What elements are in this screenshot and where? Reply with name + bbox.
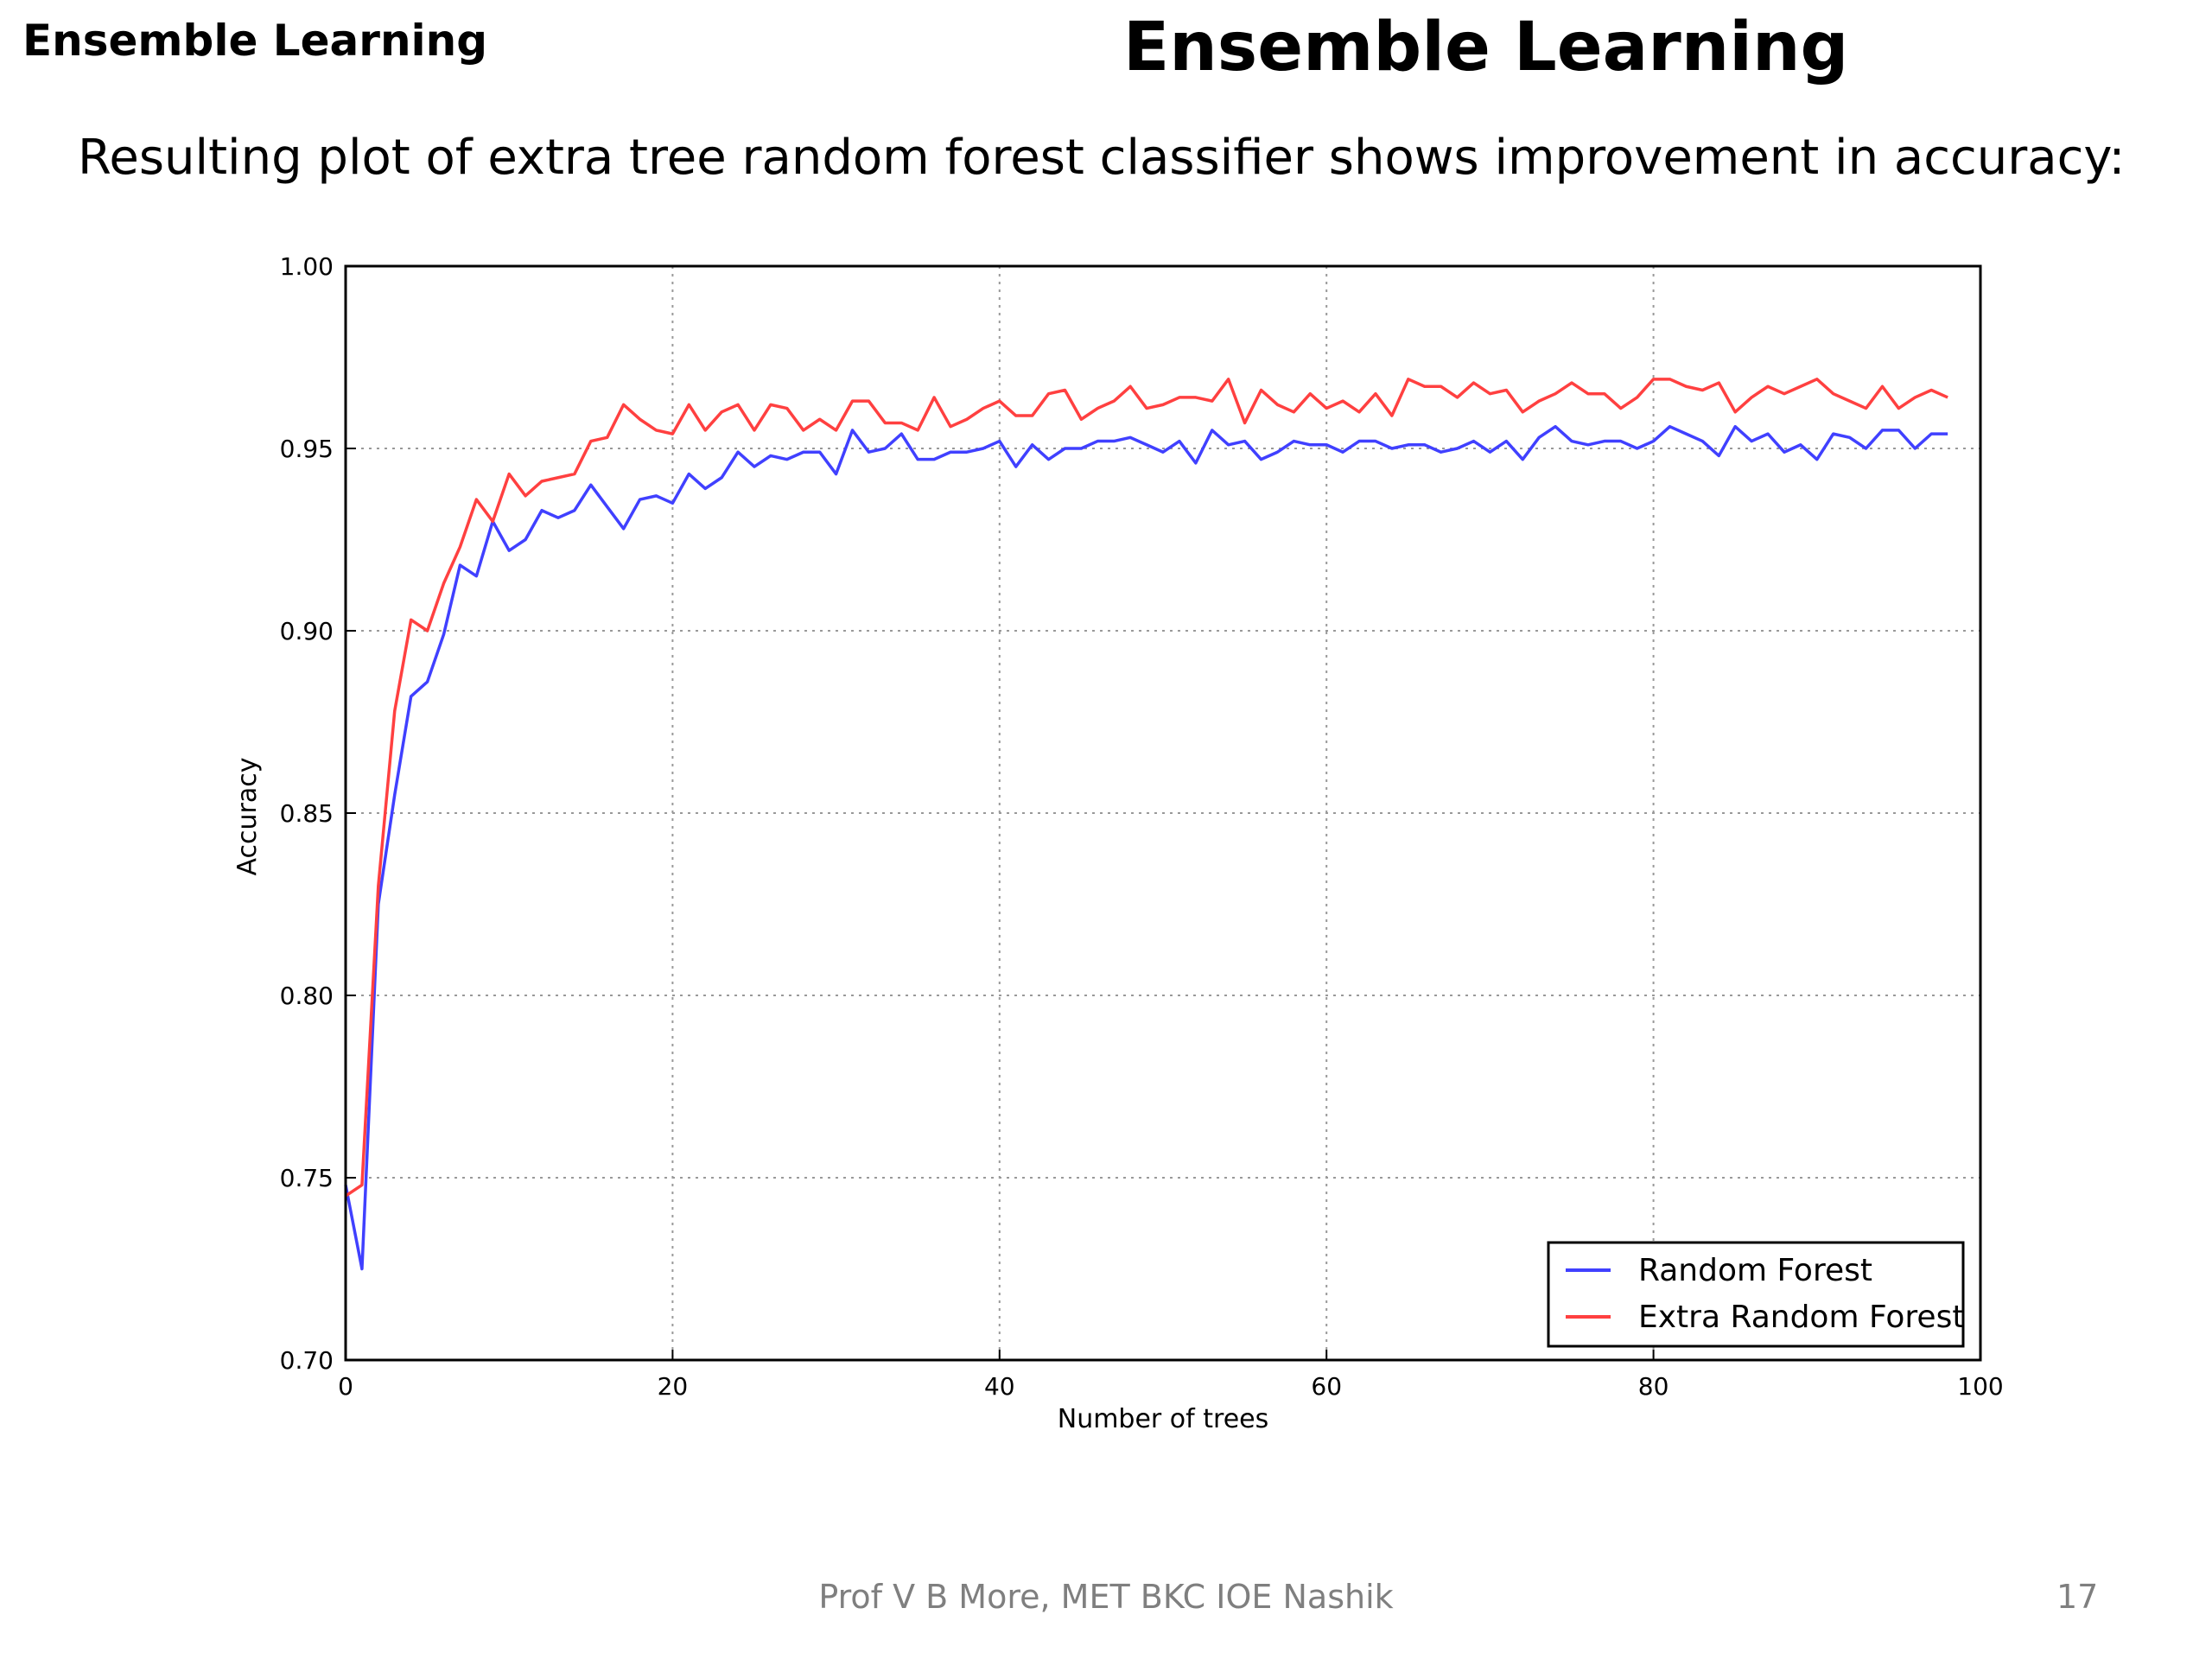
axis-ticks: 0 20 40 60 80 100 0.70 0.75 0.80 0.85 0.90 0.95 1.00: [280, 252, 2004, 1401]
x-tick-label: 20: [658, 1372, 689, 1401]
slide-title: Ensemble Learning: [1123, 9, 1849, 86]
legend-label-random-forest: Random Forest: [1638, 1253, 1872, 1288]
page-number: 17: [2056, 1578, 2099, 1616]
x-tick-label: 40: [984, 1372, 1015, 1401]
legend: Random Forest Extra Random Forest: [1547, 1241, 1965, 1348]
y-tick-label: 0.70: [280, 1346, 334, 1375]
legend-label-extra-random-forest: Extra Random Forest: [1638, 1300, 1964, 1335]
slide-subtitle: Resulting plot of extra tree random fore…: [78, 130, 2126, 186]
y-tick-label: 1.00: [280, 252, 334, 281]
x-tick-label: 100: [1957, 1372, 2003, 1401]
y-tick-label: 0.85: [280, 799, 334, 828]
grid-lines: [346, 266, 1980, 1360]
x-tick-label: 80: [1638, 1372, 1669, 1401]
x-tick-label: 0: [338, 1372, 353, 1401]
y-tick-label: 0.80: [280, 982, 334, 1010]
y-tick-label: 0.90: [280, 617, 334, 645]
series-line-random-forest: [344, 424, 1948, 1271]
x-axis-label: Number of trees: [1058, 1404, 1268, 1434]
legend-box: [1547, 1241, 1965, 1348]
y-axis-label: Accuracy: [232, 758, 263, 876]
corner-title: Ensemble Learning: [22, 16, 488, 66]
x-tick-label: 60: [1311, 1372, 1342, 1401]
footer-credit: Prof V B More, MET BKC IOE Nashik: [818, 1578, 1394, 1616]
y-tick-label: 0.75: [280, 1164, 334, 1192]
series-line-extra-random-forest: [345, 378, 1948, 1198]
series-lines: [344, 378, 1948, 1271]
y-tick-label: 0.95: [280, 435, 334, 463]
